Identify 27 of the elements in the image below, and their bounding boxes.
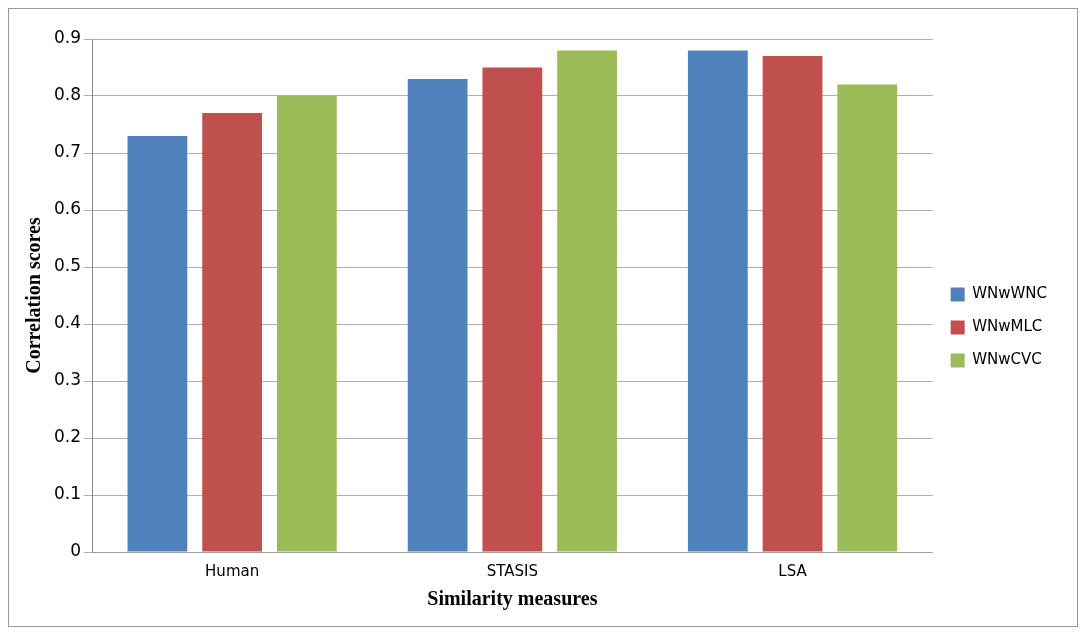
y-tick-label: 0.9 [53,27,82,48]
bar [762,56,823,552]
legend-label: WNwMLC [972,317,1043,336]
bar [127,135,188,552]
y-tick-label: 0.2 [53,426,82,447]
bar [482,67,543,552]
bar [687,50,748,552]
legend-label: WNwCVC [972,350,1042,369]
y-tick-label: 0.6 [53,198,82,219]
y-tick-label: 0.5 [53,255,82,276]
bar [202,113,263,552]
y-tick-label: 0.8 [53,84,82,105]
y-tick-label: 0.1 [53,483,82,504]
bar [407,78,468,552]
bar [557,50,617,552]
legend-label: WNwWNC [972,284,1048,303]
y-tick-label: 0.7 [53,141,82,162]
y-tick-label: 0.4 [53,312,82,333]
y-tick-label: 0.3 [53,369,82,390]
x-tick-label: Human [205,561,260,580]
x-tick-label: STASIS [486,561,538,580]
x-axis-title: Similarity measures [427,587,598,611]
y-axis-title: Correlation scores [22,217,45,374]
y-tick-label: 0 [70,540,82,561]
bar [837,84,898,552]
x-tick-label: LSA [778,561,808,580]
bar [276,96,337,552]
